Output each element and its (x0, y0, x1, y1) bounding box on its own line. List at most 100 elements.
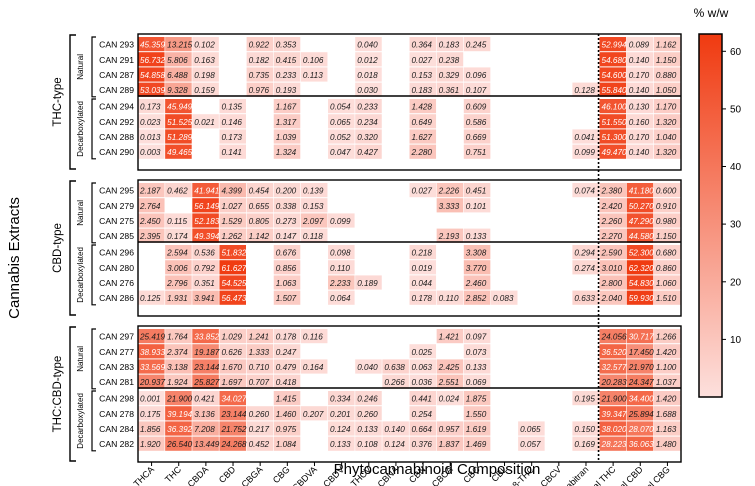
heatmap-cell (246, 213, 274, 228)
cell-value: 59.930 (629, 294, 654, 303)
heatmap-cell (219, 374, 246, 389)
heatmap-cell (409, 129, 437, 144)
cell-value: 25.827 (193, 378, 219, 387)
cell-value: 0.451 (466, 187, 487, 196)
cell-value: 33.569 (140, 363, 165, 372)
heatmap-cell (463, 129, 491, 144)
heatmap-cell (273, 67, 301, 82)
heatmap-cell (219, 421, 246, 436)
heatmap-cell (599, 421, 627, 436)
row-label: CAN 285 (99, 231, 134, 241)
heatmap-cell (436, 374, 464, 389)
heatmap-cell (192, 114, 219, 129)
heatmap-cell (572, 82, 599, 97)
cell-value: 3.136 (194, 410, 215, 419)
heatmap-cell (599, 99, 627, 114)
cell-value: 2.450 (139, 217, 161, 226)
cell-value: 0.452 (249, 440, 270, 449)
cell-value: 0.106 (303, 56, 324, 65)
cell-value: 1.420 (656, 395, 677, 404)
group-bracket (69, 326, 76, 462)
heatmap-cell (355, 82, 382, 97)
heatmap-cell (273, 228, 301, 243)
row-label: CAN 298 (99, 394, 134, 404)
heatmap-cell (572, 391, 599, 406)
cell-value: 23.144 (193, 363, 219, 372)
cell-value: 39.194 (167, 410, 192, 419)
cell-value: 0.097 (466, 333, 487, 342)
heatmap-cell (165, 406, 192, 421)
cell-value: 49.465 (167, 148, 192, 157)
colorbar-tick-label: 20 (730, 277, 742, 288)
heatmap-cell (626, 183, 654, 198)
cell-value: 0.099 (574, 148, 595, 157)
cell-value: 0.353 (276, 41, 297, 50)
cell-value: 0.074 (574, 187, 595, 196)
heatmap-cell (273, 436, 301, 451)
heatmap-cell (192, 391, 219, 406)
colorbar-tick-label: 60 (730, 47, 742, 58)
cell-value: 0.669 (466, 133, 487, 142)
heatmap-cell (436, 52, 464, 67)
x-tick-label: Total THC (582, 464, 618, 486)
cell-value: 1.460 (276, 410, 297, 419)
x-tick-label: CBGA (240, 464, 265, 486)
row-label: CAN 283 (99, 362, 134, 372)
row-label: CAN 297 (99, 332, 134, 342)
cell-value: 0.133 (357, 425, 378, 434)
cell-value: 0.805 (249, 217, 270, 226)
heatmap-cell (653, 213, 681, 228)
heatmap-cell (355, 114, 382, 129)
heatmap-cell (219, 436, 246, 451)
cell-value: 24.056 (601, 333, 627, 342)
heatmap-cell (626, 275, 654, 290)
group-bracket (69, 34, 76, 170)
cell-value: 0.600 (656, 187, 677, 196)
heatmap-cell (165, 374, 192, 389)
cell-value: 0.351 (194, 279, 215, 288)
heatmap-cell (355, 67, 382, 82)
cell-value: 5.806 (167, 56, 188, 65)
heatmap-cell (599, 52, 627, 67)
heatmap-cell (246, 374, 274, 389)
cell-value: 0.792 (194, 264, 215, 273)
cell-value: 0.021 (194, 118, 215, 127)
heatmap-cell (138, 329, 165, 344)
row-label: CAN 284 (99, 424, 134, 434)
heatmap-cell (599, 329, 627, 344)
x-tick-label: CBCV (538, 464, 563, 486)
heatmap-cell (219, 99, 246, 114)
heatmap-cell (463, 198, 491, 213)
row-label: CAN 276 (99, 278, 134, 288)
cell-value: 28.070 (628, 425, 654, 434)
cell-value: 0.169 (574, 440, 595, 449)
cell-value: 0.421 (194, 395, 215, 404)
heatmap-cell (409, 99, 437, 114)
cell-value: 0.254 (412, 410, 433, 419)
heatmap-cell (138, 344, 165, 359)
heatmap-cell (626, 37, 654, 52)
heatmap-cell (246, 406, 274, 421)
heatmap-cell (653, 406, 681, 421)
cell-value: 0.012 (357, 56, 378, 65)
subgroup-bracket (91, 182, 96, 244)
cell-value: 21.900 (601, 395, 627, 404)
heatmap-cell (273, 129, 301, 144)
cell-value: 0.001 (140, 395, 161, 404)
heatmap-cell (246, 228, 274, 243)
heatmap-cell (328, 114, 355, 129)
cell-value: 1.480 (656, 440, 677, 449)
heatmap-cell (653, 52, 681, 67)
cell-value: 0.099 (330, 217, 351, 226)
row-label: CAN 288 (99, 132, 134, 142)
cell-value: 0.910 (656, 202, 677, 211)
heatmap-cell (300, 67, 328, 82)
heatmap-cell (599, 359, 627, 374)
heatmap-cell (165, 144, 192, 159)
cell-value: 0.124 (330, 425, 351, 434)
cell-value: 0.027 (412, 56, 433, 65)
cell-value: 0.140 (629, 56, 650, 65)
heatmap-cell (165, 67, 192, 82)
heatmap-cell (219, 344, 246, 359)
group-frame (137, 33, 682, 171)
